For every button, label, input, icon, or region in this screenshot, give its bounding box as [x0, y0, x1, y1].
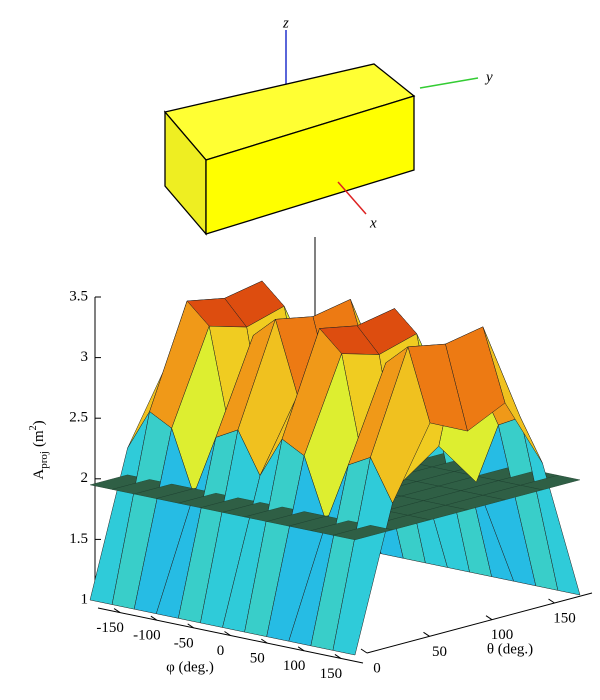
label-part: proj	[38, 451, 50, 469]
x-tick-label: 100	[283, 658, 306, 674]
box-diagram: z y x	[163, 15, 493, 236]
surface-cell	[332, 456, 393, 656]
x-tick-label: 50	[250, 651, 265, 667]
x-tick-label: 0	[217, 643, 225, 659]
y-axis-label: θ (deg.)	[487, 641, 533, 657]
label-part: (m	[31, 430, 47, 447]
box-front	[205, 95, 415, 235]
z-tick-label: 3.5	[69, 288, 88, 304]
x-tick-label: -100	[133, 628, 161, 644]
label-part: A	[31, 469, 47, 480]
z-tick-label: 1.5	[69, 531, 88, 547]
surface-plot: 1 1.5 2 2.5 3 3.5 -150 -100 -50 0 50 100 150 0 50 100 15…	[69, 237, 593, 682]
y-tick	[423, 631, 430, 637]
x-tick	[187, 623, 194, 629]
plane-cell	[332, 525, 393, 541]
y-tick-label: 50	[432, 644, 447, 660]
x-tick	[334, 654, 342, 659]
z-tick-label: 2	[81, 470, 89, 486]
x-axis-label: φ (deg.)	[166, 659, 214, 675]
x-tick	[150, 615, 158, 621]
x-tick	[261, 638, 268, 644]
x-tick	[224, 631, 231, 636]
label-part: 2	[28, 425, 39, 430]
z-tick-label: 2.5	[69, 410, 88, 426]
z-tick-label: 1	[81, 591, 89, 607]
y-tick-label: 150	[553, 610, 576, 626]
x-tick	[297, 646, 305, 652]
y-tick-label: 100	[491, 627, 514, 643]
z-axis-label: Aproj (m2)	[28, 420, 49, 479]
y-tick	[548, 598, 555, 604]
y-tick	[485, 615, 493, 621]
x-tick-label: -50	[174, 635, 194, 651]
axis-label: y	[484, 69, 493, 85]
x-tick-label: -150	[96, 620, 124, 636]
label-part: )	[31, 420, 47, 425]
x-tick-label: 150	[320, 666, 343, 682]
y-tick	[360, 648, 368, 654]
x-axis-line	[337, 181, 367, 215]
x-tick	[113, 608, 121, 613]
y-tick-label: 0	[373, 660, 381, 676]
y-axis-line	[419, 77, 479, 89]
axis-label: x	[369, 215, 377, 231]
axis-label: z	[282, 15, 289, 31]
z-tick-label: 3	[81, 349, 89, 365]
